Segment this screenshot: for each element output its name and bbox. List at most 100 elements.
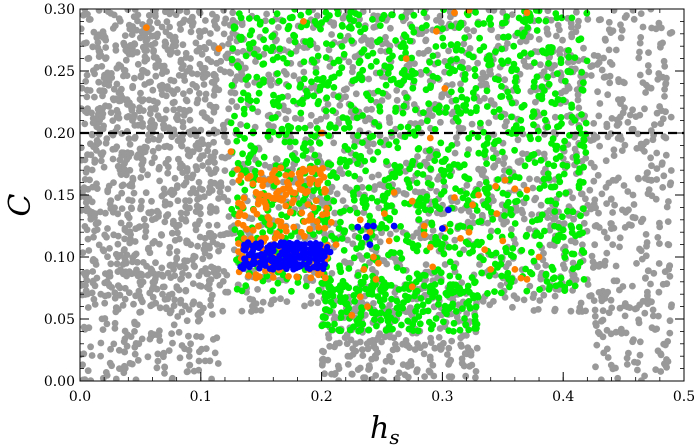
cloud-point-series-1-region-0 [483,189,490,197]
cloud-point-series-0-region-0 [229,178,237,186]
cloud-point-series-0-region-1 [665,265,673,273]
cloud-point-series-0-region-2 [175,328,183,336]
cloud-point-series-0-region-3 [463,350,471,358]
cloud-point-series-0-region-2 [113,304,120,312]
cloud-point-series-0-region-2 [144,137,152,144]
cloud-point-series-0-region-3 [325,331,332,338]
cloud-point-series-0-region-1 [591,222,599,230]
cloud-point-series-1-region-0 [495,106,503,113]
cloud-point-series-3-region-0 [318,262,326,270]
cloud-point-series-0-region-2 [174,197,182,205]
cloud-point-series-0-region-2 [93,115,100,122]
cloud-point-series-0-region-2 [173,86,181,93]
cloud-point-series-2-region-0 [273,190,280,197]
cloud-point-series-1-region-0 [447,41,455,49]
cloud-point-series-0-region-2 [117,171,125,179]
cloud-point-series-1-region-0 [397,223,404,230]
cloud-point-series-1-region-0 [269,56,277,64]
cloud-point-series-3-region-0 [275,264,282,271]
cloud-point-series-1-region-0 [472,107,480,115]
cloud-point-series-0-region-0 [325,46,333,54]
data-point-series-2-46 [501,176,509,184]
cloud-point-series-0-region-2 [199,255,207,263]
cloud-point-series-1-region-0 [235,10,243,17]
cloud-point-series-0-region-3 [368,355,376,363]
cloud-point-series-1-region-0 [297,11,305,19]
cloud-point-series-0-region-1 [656,240,663,248]
cloud-point-series-0-region-1 [664,338,672,345]
cloud-point-series-1-region-0 [290,97,297,105]
cloud-point-series-1-region-0 [344,146,352,153]
cloud-point-series-0-region-0 [221,167,229,175]
cloud-point-series-0-region-2 [142,189,150,197]
cloud-point-series-1-region-0 [522,265,529,273]
cloud-point-series-0-region-0 [171,296,179,304]
cloud-point-series-1-region-0 [384,63,391,71]
cloud-point-series-0-region-0 [148,159,156,167]
cloud-point-series-0-region-2 [80,156,85,164]
cloud-point-series-1-region-0 [364,52,372,60]
cloud-point-series-0-region-2 [106,269,114,276]
cloud-point-series-0-region-1 [621,224,629,231]
cloud-point-series-0-region-0 [171,261,179,268]
cloud-point-series-1-region-0 [447,22,455,30]
cloud-point-series-1-region-0 [519,32,526,40]
cloud-point-series-0-region-1 [629,106,636,114]
cloud-point-series-0-region-1 [591,312,599,320]
cloud-point-series-0-region-0 [514,136,522,144]
cloud-point-series-0-region-0 [487,70,494,78]
cloud-point-series-1-region-0 [315,286,323,294]
cloud-point-series-1-region-0 [486,272,493,280]
cloud-point-series-0-region-0 [540,291,548,299]
cloud-point-series-0-region-1 [604,91,612,99]
cloud-point-series-1-region-0 [508,99,516,107]
cloud-point-series-0-region-1 [607,296,615,304]
cloud-point-series-1-region-0 [382,81,390,89]
cloud-point-series-0-region-2 [191,253,199,261]
cloud-point-series-0-region-0 [550,129,558,136]
cloud-point-series-0-region-0 [526,282,534,290]
cloud-point-series-1-region-0 [266,227,274,235]
cloud-point-series-0-region-0 [574,22,582,30]
cloud-point-series-0-region-0 [224,185,232,193]
cloud-point-series-0-region-0 [225,40,232,48]
cloud-point-series-1-region-0 [516,190,524,198]
data-point-series-2-24 [375,259,382,267]
cloud-point-series-0-region-1 [655,288,663,296]
cloud-point-series-0-region-2 [207,302,215,309]
cloud-point-series-0-region-0 [487,227,495,235]
cloud-point-series-1-region-0 [350,196,358,204]
cloud-point-series-0-region-1 [597,376,605,381]
cloud-point-series-0-region-1 [621,300,629,307]
cloud-point-series-1-region-0 [328,41,336,48]
cloud-point-series-1-region-0 [450,263,458,271]
cloud-point-series-0-region-2 [115,15,123,22]
cloud-point-series-0-region-3 [344,361,352,368]
cloud-point-series-1-region-0 [351,76,359,84]
cloud-point-series-1-region-0 [335,69,343,77]
cloud-point-series-0-region-0 [520,215,528,223]
cloud-point-series-0-region-2 [140,67,148,75]
cloud-point-series-0-region-0 [217,231,224,239]
cloud-point-series-0-region-2 [116,156,124,164]
cloud-point-series-0-region-2 [128,106,136,114]
cloud-point-series-0-region-2 [91,70,98,78]
cloud-point-series-0-region-2 [104,188,112,196]
cloud-point-series-0-region-2 [178,342,186,349]
cloud-point-series-0-region-0 [166,262,174,269]
cloud-point-series-0-region-1 [605,18,613,26]
cloud-point-series-0-region-2 [129,258,136,266]
cloud-point-series-1-region-0 [521,162,529,170]
cloud-point-series-0-region-1 [658,24,665,32]
cloud-point-series-0-region-0 [402,191,410,198]
cloud-point-series-0-region-2 [110,96,118,104]
cloud-point-series-2-region-0 [259,182,267,190]
cloud-point-series-0-region-2 [187,340,195,348]
cloud-point-series-1-region-0 [518,246,526,254]
cloud-point-series-0-region-0 [286,37,293,44]
cloud-point-series-0-region-2 [187,241,195,249]
cloud-point-series-0-region-1 [664,218,672,226]
cloud-point-series-0-region-0 [375,204,383,212]
cloud-point-series-1-region-0 [401,199,408,207]
cloud-point-series-0-region-2 [212,207,220,215]
